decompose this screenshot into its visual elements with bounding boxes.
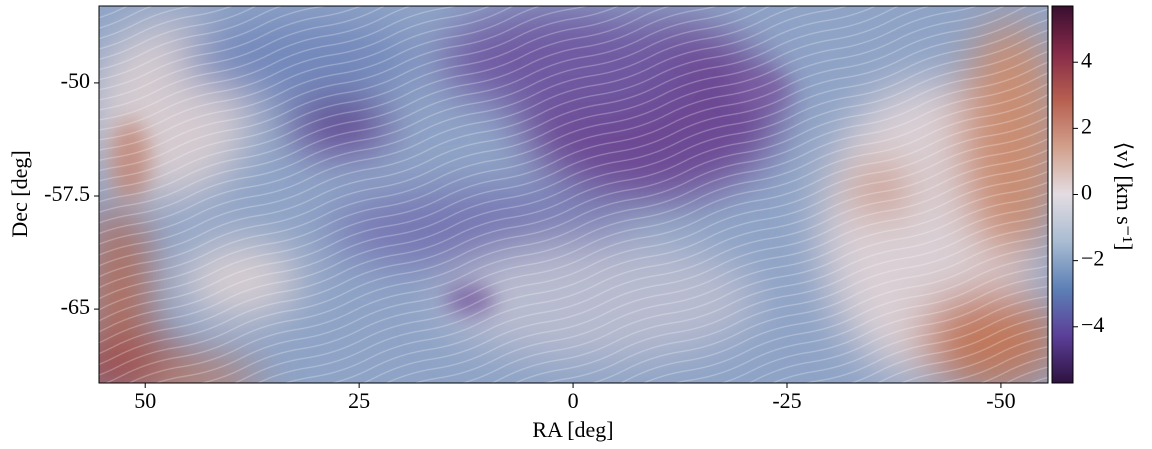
colorbar-tick-label: −2	[1081, 246, 1104, 271]
colorbar-tick-label: 4	[1081, 47, 1092, 72]
colorbar-tick-label: 0	[1081, 180, 1092, 205]
y-axis-label: Dec [deg]	[7, 150, 32, 237]
colorbar	[1051, 5, 1074, 384]
x-axis-label: RA [deg]	[532, 417, 613, 442]
y-tick-label: -50	[61, 68, 90, 93]
y-tick-label: -65	[61, 294, 90, 319]
x-tick-label: -25	[772, 388, 801, 413]
x-tick-label: -50	[986, 388, 1015, 413]
y-tick-label: -57.5	[44, 181, 90, 206]
x-tick-label: 0	[568, 388, 579, 413]
colorbar-label: ⟨v⟩ [km s⁻¹]	[1112, 142, 1137, 251]
colorbar-tick-label: −4	[1081, 312, 1104, 337]
image-map	[99, 6, 1048, 383]
x-tick-label: 50	[134, 388, 156, 413]
x-tick-label: 25	[348, 388, 370, 413]
colorbar-tick-label: 2	[1081, 113, 1092, 138]
